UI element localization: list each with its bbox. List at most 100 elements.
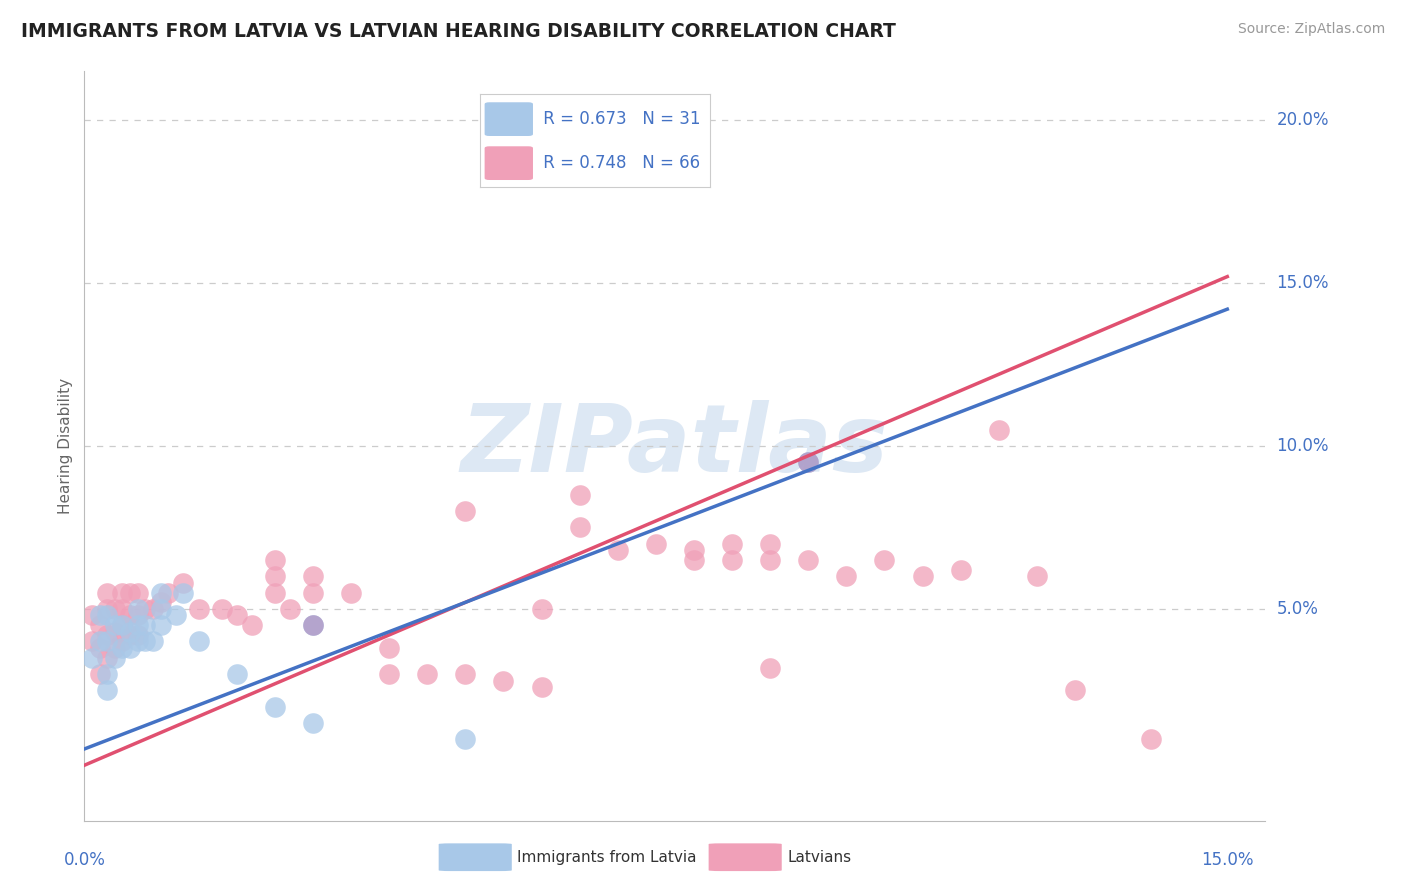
Point: [96, 585, 118, 599]
Point: [759, 553, 782, 567]
FancyBboxPatch shape: [439, 843, 512, 871]
Point: [157, 585, 180, 599]
Point: [104, 650, 127, 665]
Point: [263, 699, 285, 714]
Point: [127, 634, 149, 648]
Point: [211, 602, 233, 616]
Point: [127, 602, 149, 616]
Point: [797, 455, 820, 469]
Point: [96, 667, 118, 681]
Point: [104, 624, 127, 639]
Point: [96, 608, 118, 623]
Point: [149, 618, 172, 632]
Point: [225, 667, 247, 681]
Point: [225, 608, 247, 623]
Point: [142, 602, 165, 616]
Point: [96, 628, 118, 642]
Point: [1025, 569, 1047, 583]
Point: [454, 504, 477, 518]
Point: [416, 667, 439, 681]
Point: [644, 537, 666, 551]
Text: 15.0%: 15.0%: [1277, 274, 1329, 292]
Point: [134, 602, 156, 616]
Point: [111, 640, 134, 655]
Point: [835, 569, 858, 583]
Point: [187, 634, 209, 648]
Point: [263, 585, 285, 599]
Point: [127, 585, 149, 599]
Point: [987, 423, 1010, 437]
Point: [492, 673, 515, 688]
Point: [89, 634, 111, 648]
Point: [127, 608, 149, 623]
Point: [149, 602, 172, 616]
Point: [104, 618, 127, 632]
Point: [873, 553, 896, 567]
Point: [568, 520, 591, 534]
Point: [142, 634, 165, 648]
Point: [96, 650, 118, 665]
Point: [134, 618, 156, 632]
Point: [797, 553, 820, 567]
Point: [454, 667, 477, 681]
Point: [96, 683, 118, 698]
Point: [949, 563, 972, 577]
Text: Immigrants from Latvia: Immigrants from Latvia: [517, 850, 697, 864]
Point: [759, 537, 782, 551]
Point: [278, 602, 301, 616]
Point: [120, 628, 142, 642]
Point: [80, 634, 103, 648]
Point: [96, 602, 118, 616]
Point: [302, 585, 325, 599]
Point: [263, 553, 285, 567]
Text: Source: ZipAtlas.com: Source: ZipAtlas.com: [1237, 22, 1385, 37]
Point: [134, 634, 156, 648]
Point: [127, 628, 149, 642]
Point: [172, 575, 194, 590]
Point: [302, 618, 325, 632]
Point: [111, 618, 134, 632]
Point: [172, 585, 194, 599]
Text: ZIPatlas: ZIPatlas: [461, 400, 889, 492]
Point: [104, 640, 127, 655]
FancyBboxPatch shape: [709, 843, 782, 871]
Point: [302, 569, 325, 583]
Point: [89, 640, 111, 655]
Point: [378, 667, 401, 681]
Point: [240, 618, 263, 632]
Point: [340, 585, 363, 599]
Point: [568, 488, 591, 502]
Point: [120, 640, 142, 655]
Point: [149, 595, 172, 609]
Text: IMMIGRANTS FROM LATVIA VS LATVIAN HEARING DISABILITY CORRELATION CHART: IMMIGRANTS FROM LATVIA VS LATVIAN HEARIN…: [21, 22, 896, 41]
Point: [683, 543, 706, 558]
Point: [1140, 732, 1163, 747]
Point: [721, 537, 744, 551]
Text: 5.0%: 5.0%: [1277, 600, 1319, 618]
Point: [80, 608, 103, 623]
Point: [111, 634, 134, 648]
Point: [530, 680, 553, 694]
Text: Latvians: Latvians: [787, 850, 852, 864]
Point: [80, 650, 103, 665]
Point: [263, 569, 285, 583]
Point: [683, 553, 706, 567]
Point: [96, 634, 118, 648]
Point: [187, 602, 209, 616]
Point: [89, 608, 111, 623]
Text: 20.0%: 20.0%: [1277, 112, 1329, 129]
Point: [165, 608, 187, 623]
Point: [911, 569, 934, 583]
Point: [120, 624, 142, 639]
Point: [530, 602, 553, 616]
Point: [721, 553, 744, 567]
Point: [120, 585, 142, 599]
Text: 15.0%: 15.0%: [1201, 851, 1254, 869]
Point: [104, 602, 127, 616]
Point: [127, 618, 149, 632]
Point: [120, 608, 142, 623]
Point: [606, 543, 628, 558]
Point: [378, 640, 401, 655]
Text: 0.0%: 0.0%: [63, 851, 105, 869]
Point: [1064, 683, 1087, 698]
